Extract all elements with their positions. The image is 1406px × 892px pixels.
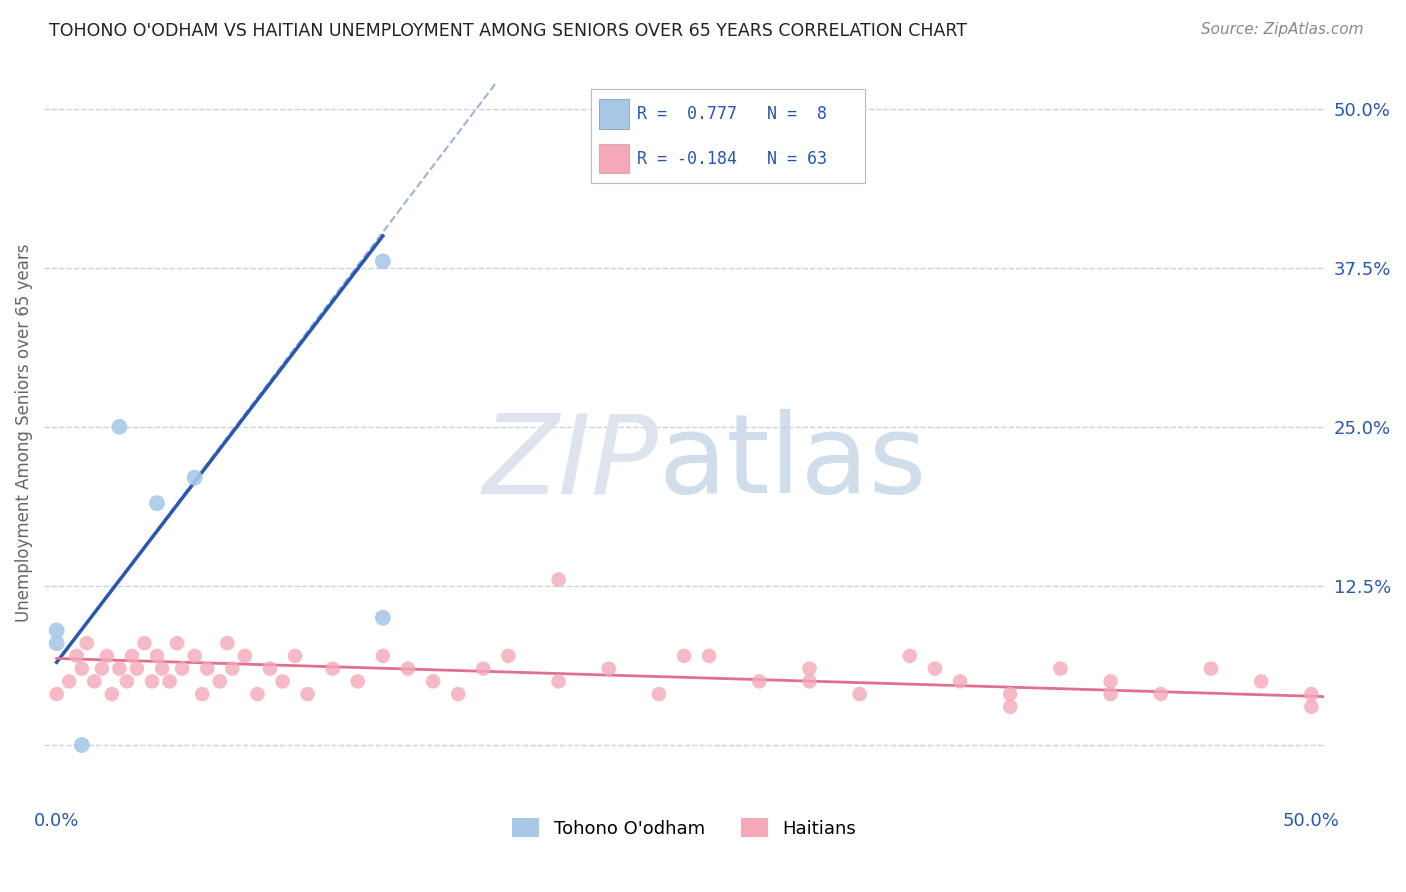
Point [76,636,98,650]
Point [45,687,67,701]
Point [166,636,188,650]
Point [1000,699,1022,714]
Point [217,636,239,650]
Text: TOHONO O'ODHAM VS HAITIAN UNEMPLOYMENT AMONG SENIORS OVER 65 YEARS CORRELATION C: TOHONO O'ODHAM VS HAITIAN UNEMPLOYMENT A… [49,22,967,40]
Point [150,662,173,676]
Point [246,687,269,701]
Point [371,254,394,268]
Point [1301,687,1323,701]
Point [447,687,470,701]
Bar [599,98,628,128]
Point [422,674,444,689]
Text: ZIP: ZIP [482,409,658,516]
Point [547,573,569,587]
Point [146,496,169,510]
Point [748,674,770,689]
Point [346,674,368,689]
Point [284,648,307,663]
Point [146,648,169,663]
Point [1150,687,1173,701]
Point [396,662,419,676]
Point [799,674,821,689]
Point [322,662,344,676]
Legend: Tohono O'odham, Haitians: Tohono O'odham, Haitians [505,811,863,845]
Point [83,674,105,689]
Point [108,419,131,434]
Point [134,636,156,650]
Point [90,662,112,676]
Point [159,674,181,689]
Point [271,674,294,689]
Point [371,611,394,625]
Point [1049,662,1071,676]
Point [498,648,520,663]
Point [115,674,138,689]
Point [949,674,972,689]
Y-axis label: Unemployment Among Seniors over 65 years: Unemployment Among Seniors over 65 years [15,244,32,623]
Text: Source: ZipAtlas.com: Source: ZipAtlas.com [1201,22,1364,37]
Text: atlas: atlas [658,409,927,516]
Point [648,687,671,701]
Point [1099,687,1122,701]
Point [1250,674,1272,689]
Point [70,738,93,752]
Point [208,674,231,689]
Bar [599,144,628,173]
Point [672,648,695,663]
Point [70,662,93,676]
Point [924,662,946,676]
Point [183,648,205,663]
Point [172,662,194,676]
Point [45,624,67,638]
Point [221,662,243,676]
Point [96,648,118,663]
Point [547,674,569,689]
Point [598,662,620,676]
Point [141,674,163,689]
Point [108,662,131,676]
Point [1199,662,1222,676]
Point [195,662,218,676]
Point [233,648,256,663]
Point [125,662,148,676]
Point [1301,699,1323,714]
Point [45,636,67,650]
Point [297,687,319,701]
Point [848,687,870,701]
Point [121,648,143,663]
Point [697,648,720,663]
Point [191,687,214,701]
Point [371,648,394,663]
Text: R = -0.184   N = 63: R = -0.184 N = 63 [637,150,827,168]
Point [259,662,281,676]
Point [58,674,80,689]
Point [66,648,89,663]
Text: R =  0.777   N =  8: R = 0.777 N = 8 [637,104,827,122]
Point [101,687,124,701]
Point [472,662,495,676]
Point [1099,674,1122,689]
Point [898,648,921,663]
Point [183,471,205,485]
Point [799,662,821,676]
Point [1000,687,1022,701]
